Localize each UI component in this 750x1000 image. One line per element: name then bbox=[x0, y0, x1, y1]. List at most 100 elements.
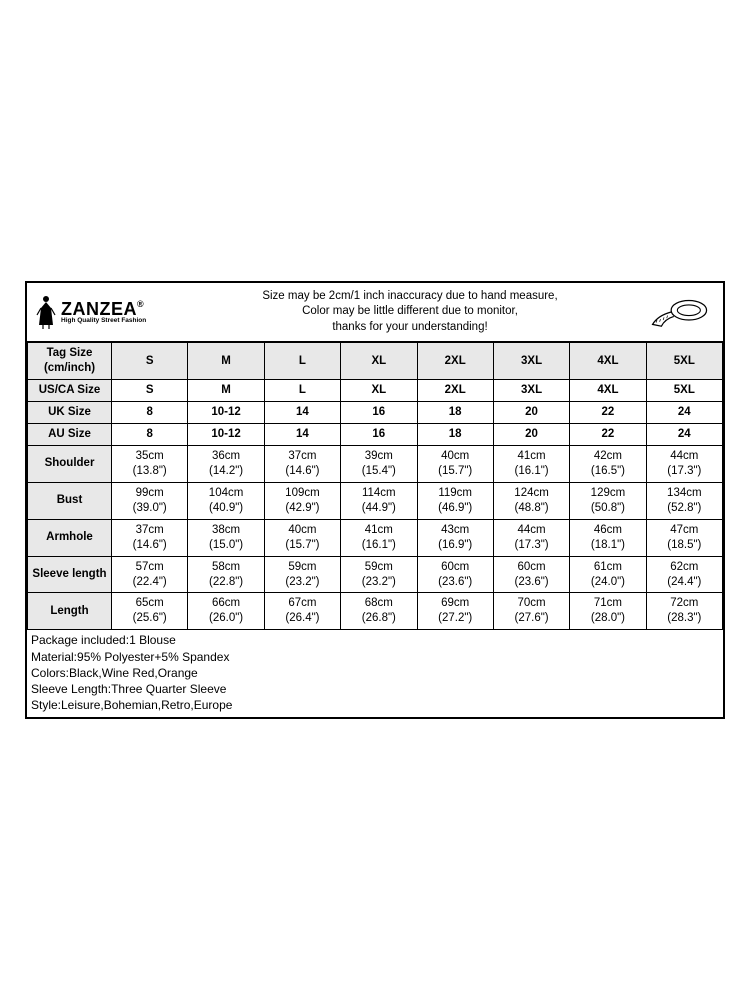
hdr-tag-size: Tag Size (cm/inch) bbox=[28, 343, 112, 380]
dress-figure-icon bbox=[35, 295, 57, 329]
armhole-6: 46cm(18.1") bbox=[570, 519, 646, 556]
shoulder-2: 37cm(14.6") bbox=[264, 445, 340, 482]
sleeve-4: 60cm(23.6") bbox=[417, 556, 493, 593]
footer-package: Package included:1 Blouse bbox=[31, 632, 719, 648]
measuring-tape-icon bbox=[645, 294, 715, 330]
uk-2: 14 bbox=[264, 402, 340, 424]
shoulder-6: 42cm(16.5") bbox=[570, 445, 646, 482]
hdr-uk: UK Size bbox=[28, 402, 112, 424]
shoulder-3: 39cm(15.4") bbox=[341, 445, 417, 482]
shoulder-0: 35cm(13.8") bbox=[112, 445, 188, 482]
length-6: 71cm(28.0") bbox=[570, 593, 646, 630]
length-0: 65cm(25.6") bbox=[112, 593, 188, 630]
sleeve-0: 57cm(22.4") bbox=[112, 556, 188, 593]
uk-4: 18 bbox=[417, 402, 493, 424]
au-5: 20 bbox=[493, 424, 569, 446]
usca-7: 5XL bbox=[646, 380, 722, 402]
tag-4xl: 4XL bbox=[570, 343, 646, 380]
row-armhole: Armhole 37cm(14.6") 38cm(15.0") 40cm(15.… bbox=[28, 519, 723, 556]
au-4: 18 bbox=[417, 424, 493, 446]
row-tag-size: Tag Size (cm/inch) S M L XL 2XL 3XL 4XL … bbox=[28, 343, 723, 380]
bust-7: 134cm(52.8") bbox=[646, 482, 722, 519]
header-note: Size may be 2cm/1 inch inaccuracy due to… bbox=[183, 289, 637, 336]
uk-7: 24 bbox=[646, 402, 722, 424]
usca-3: XL bbox=[341, 380, 417, 402]
bust-2: 109cm(42.9") bbox=[264, 482, 340, 519]
armhole-4: 43cm(16.9") bbox=[417, 519, 493, 556]
chart-header: ZANZEA® High Quality Street Fashion Size… bbox=[27, 283, 723, 343]
hdr-sleeve: Sleeve length bbox=[28, 556, 112, 593]
hdr-bust: Bust bbox=[28, 482, 112, 519]
uk-0: 8 bbox=[112, 402, 188, 424]
length-1: 66cm(26.0") bbox=[188, 593, 264, 630]
usca-1: M bbox=[188, 380, 264, 402]
bust-3: 114cm(44.9") bbox=[341, 482, 417, 519]
sleeve-5: 60cm(23.6") bbox=[493, 556, 569, 593]
row-shoulder: Shoulder 35cm(13.8") 36cm(14.2") 37cm(14… bbox=[28, 445, 723, 482]
row-sleeve: Sleeve length 57cm(22.4") 58cm(22.8") 59… bbox=[28, 556, 723, 593]
size-chart: ZANZEA® High Quality Street Fashion Size… bbox=[25, 281, 725, 720]
armhole-2: 40cm(15.7") bbox=[264, 519, 340, 556]
tag-s: S bbox=[112, 343, 188, 380]
brand-name: ZANZEA bbox=[61, 300, 137, 318]
hdr-usca: US/CA Size bbox=[28, 380, 112, 402]
note-line-3: thanks for your understanding! bbox=[183, 320, 637, 336]
armhole-7: 47cm(18.5") bbox=[646, 519, 722, 556]
bust-1: 104cm(40.9") bbox=[188, 482, 264, 519]
bust-0: 99cm(39.0") bbox=[112, 482, 188, 519]
armhole-0: 37cm(14.6") bbox=[112, 519, 188, 556]
sleeve-2: 59cm(23.2") bbox=[264, 556, 340, 593]
sleeve-7: 62cm(24.4") bbox=[646, 556, 722, 593]
size-table: Tag Size (cm/inch) S M L XL 2XL 3XL 4XL … bbox=[27, 342, 723, 630]
brand-tagline: High Quality Street Fashion bbox=[61, 318, 146, 325]
usca-6: 4XL bbox=[570, 380, 646, 402]
bust-5: 124cm(48.8") bbox=[493, 482, 569, 519]
row-usca: US/CA Size S M L XL 2XL 3XL 4XL 5XL bbox=[28, 380, 723, 402]
row-length: Length 65cm(25.6") 66cm(26.0") 67cm(26.4… bbox=[28, 593, 723, 630]
armhole-3: 41cm(16.1") bbox=[341, 519, 417, 556]
row-uk: UK Size 8 10-12 14 16 18 20 22 24 bbox=[28, 402, 723, 424]
note-line-2: Color may be little different due to mon… bbox=[183, 304, 637, 320]
tag-2xl: 2XL bbox=[417, 343, 493, 380]
hdr-length: Length bbox=[28, 593, 112, 630]
au-6: 22 bbox=[570, 424, 646, 446]
tag-xl: XL bbox=[341, 343, 417, 380]
au-0: 8 bbox=[112, 424, 188, 446]
usca-5: 3XL bbox=[493, 380, 569, 402]
tag-5xl: 5XL bbox=[646, 343, 722, 380]
bust-6: 129cm(50.8") bbox=[570, 482, 646, 519]
length-5: 70cm(27.6") bbox=[493, 593, 569, 630]
footer-sleeve: Sleeve Length:Three Quarter Sleeve bbox=[31, 681, 719, 697]
au-3: 16 bbox=[341, 424, 417, 446]
shoulder-5: 41cm(16.1") bbox=[493, 445, 569, 482]
row-au: AU Size 8 10-12 14 16 18 20 22 24 bbox=[28, 424, 723, 446]
length-4: 69cm(27.2") bbox=[417, 593, 493, 630]
shoulder-7: 44cm(17.3") bbox=[646, 445, 722, 482]
tag-3xl: 3XL bbox=[493, 343, 569, 380]
usca-0: S bbox=[112, 380, 188, 402]
footer-colors: Colors:Black,Wine Red,Orange bbox=[31, 665, 719, 681]
hdr-armhole: Armhole bbox=[28, 519, 112, 556]
sleeve-3: 59cm(23.2") bbox=[341, 556, 417, 593]
shoulder-1: 36cm(14.2") bbox=[188, 445, 264, 482]
tag-m: M bbox=[188, 343, 264, 380]
uk-1: 10-12 bbox=[188, 402, 264, 424]
length-3: 68cm(26.8") bbox=[341, 593, 417, 630]
footer-material: Material:95% Polyester+5% Spandex bbox=[31, 649, 719, 665]
au-7: 24 bbox=[646, 424, 722, 446]
armhole-5: 44cm(17.3") bbox=[493, 519, 569, 556]
armhole-1: 38cm(15.0") bbox=[188, 519, 264, 556]
note-line-1: Size may be 2cm/1 inch inaccuracy due to… bbox=[183, 289, 637, 305]
au-1: 10-12 bbox=[188, 424, 264, 446]
length-7: 72cm(28.3") bbox=[646, 593, 722, 630]
sleeve-6: 61cm(24.0") bbox=[570, 556, 646, 593]
row-bust: Bust 99cm(39.0") 104cm(40.9") 109cm(42.9… bbox=[28, 482, 723, 519]
uk-6: 22 bbox=[570, 402, 646, 424]
sleeve-1: 58cm(22.8") bbox=[188, 556, 264, 593]
footer-info: Package included:1 Blouse Material:95% P… bbox=[27, 630, 723, 717]
hdr-au: AU Size bbox=[28, 424, 112, 446]
uk-3: 16 bbox=[341, 402, 417, 424]
au-2: 14 bbox=[264, 424, 340, 446]
registered-mark: ® bbox=[137, 300, 144, 309]
tag-l: L bbox=[264, 343, 340, 380]
